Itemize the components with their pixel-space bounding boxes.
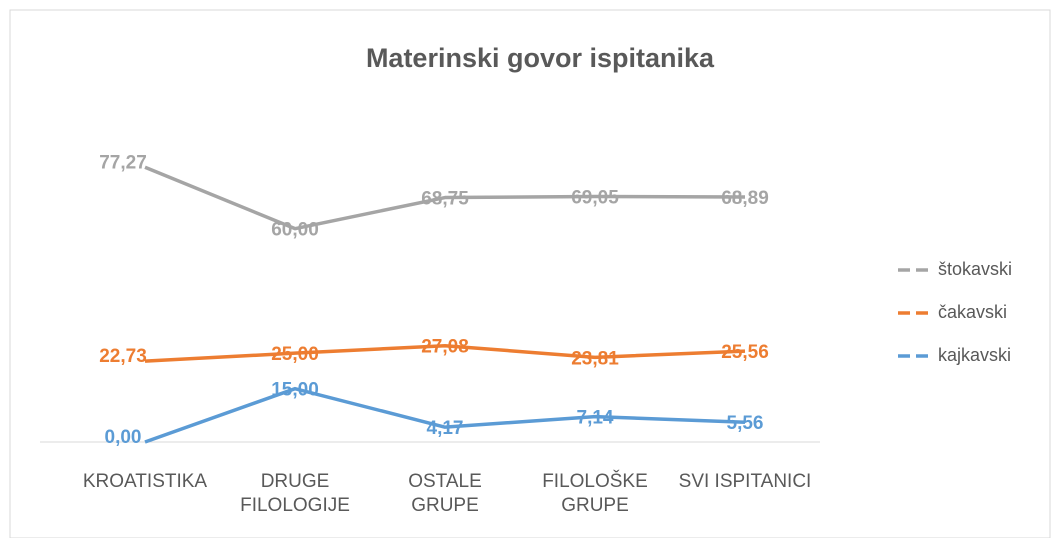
data-label: 5,56 — [727, 413, 764, 434]
data-label: 4,17 — [427, 418, 464, 439]
series-line — [144, 343, 746, 363]
x-tick-label: OSTALE GRUPE — [408, 471, 482, 516]
x-tick-label: SVI ISPITANICI — [679, 471, 812, 492]
data-label: 68,89 — [721, 188, 769, 209]
chart-border — [9, 9, 1051, 538]
data-label: 77,27 — [99, 152, 147, 173]
series-line — [144, 386, 746, 444]
data-label: 69,05 — [571, 188, 619, 209]
legend-label: štokavski — [938, 259, 1012, 279]
data-label: 25,00 — [271, 344, 319, 365]
x-tick-label: FILOLOŠKE GRUPE — [542, 470, 648, 516]
data-label: 7,14 — [577, 408, 614, 429]
data-label: 60,00 — [271, 220, 319, 241]
data-label: 27,08 — [421, 337, 469, 358]
series-line — [144, 165, 746, 231]
data-label: 15,00 — [271, 380, 319, 401]
legend-label: čakavski — [938, 302, 1007, 322]
data-label: 22,73 — [99, 346, 147, 367]
x-tick-label: KROATISTIKA — [83, 471, 208, 492]
data-label: 68,75 — [421, 189, 469, 210]
data-label: 0,00 — [105, 427, 142, 448]
data-label: 25,56 — [721, 342, 769, 363]
data-label: 23,81 — [571, 348, 619, 369]
x-tick-label: DRUGE FILOLOGIJE — [240, 471, 350, 516]
legend-label: kajkavski — [938, 345, 1011, 365]
chart-title: Materinski govor ispitanika — [366, 43, 715, 73]
